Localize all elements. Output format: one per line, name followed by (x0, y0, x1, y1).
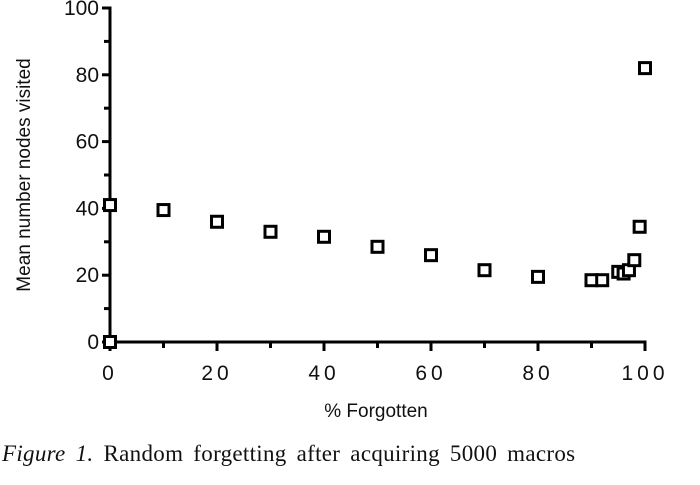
y-tick-label: 60 (76, 131, 99, 154)
axes: 0 20 40 60 80 100 0 20 40 60 80 100 (64, 0, 668, 385)
x-axis-title: % Forgotten (324, 401, 428, 422)
y-axis-title: Mean number nodes visited (14, 58, 35, 291)
data-point-marker (156, 203, 171, 218)
data-point-marker (263, 224, 278, 239)
scatter-chart: 0 20 40 60 80 100 0 20 40 60 80 100 Mean number nod… (14, 0, 668, 422)
data-point-marker (595, 273, 610, 288)
y-tick-label: 0 (87, 331, 99, 354)
y-tick-label: 80 (76, 64, 99, 87)
data-point-marker (103, 335, 117, 349)
caption-text: Random forgetting after acquiring 5000 m… (103, 441, 576, 466)
data-point-marker (210, 214, 224, 229)
data-points (103, 61, 652, 349)
data-point-marker (317, 229, 331, 244)
data-point-marker (477, 263, 492, 278)
figure-caption: Figure 1. Random forgetting after acquir… (2, 441, 700, 467)
data-point-marker (370, 239, 385, 254)
x-tick-label: 80 (522, 362, 553, 385)
data-point-marker (103, 198, 117, 213)
data-point-marker (424, 248, 438, 263)
x-tick-label: 40 (308, 362, 339, 385)
data-point-marker (638, 61, 652, 76)
y-tick-label: 100 (64, 0, 99, 20)
data-point-marker (632, 219, 647, 234)
x-tick-label: 0 (102, 362, 118, 385)
caption-label: Figure 1. (2, 441, 94, 466)
y-tick-label: 20 (76, 264, 99, 287)
x-tick-label: 60 (415, 362, 446, 385)
x-tick-label: 20 (201, 362, 232, 385)
y-tick-label: 40 (76, 197, 99, 220)
data-point-marker (627, 253, 642, 268)
data-point-marker (531, 269, 545, 284)
x-tick-label: 100 (621, 362, 668, 385)
